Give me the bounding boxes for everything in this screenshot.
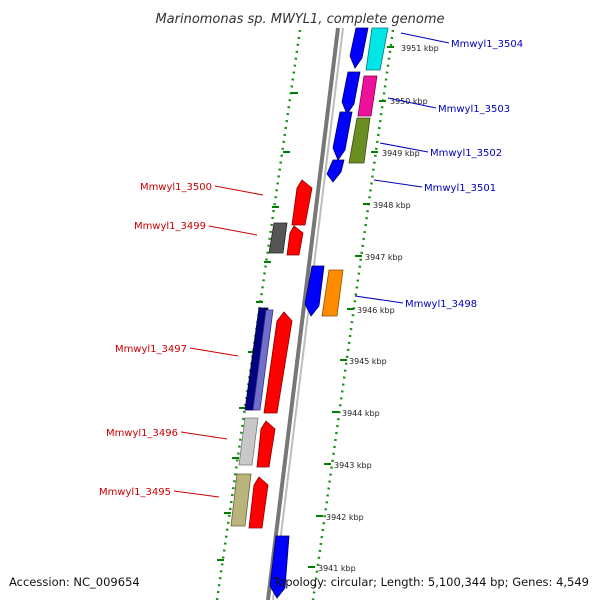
gene-block-light-gray[interactable] xyxy=(238,417,259,466)
right-tick-marks xyxy=(308,46,394,568)
gene-label-mmwyl1-3500[interactable]: Mmwyl1_3500 xyxy=(140,182,212,193)
leader-line xyxy=(189,347,239,357)
gene-arrow-reverse[interactable] xyxy=(349,27,369,69)
gene-arrow-reverse[interactable] xyxy=(341,71,361,115)
tick-label: 3943 kbp xyxy=(334,461,372,470)
left-gene-labels: Mmwyl1_3500 Mmwyl1_3499 Mmwyl1_3497 Mmwy… xyxy=(99,182,264,498)
gene-block-olive[interactable] xyxy=(348,117,371,164)
forward-strand-genes xyxy=(230,179,313,529)
tick-label: 3941 kbp xyxy=(318,564,356,573)
gene-label-mmwyl1-3495[interactable]: Mmwyl1_3495 xyxy=(99,487,171,498)
tick-label: 3949 kbp xyxy=(382,149,420,158)
tick-label: 3951 kbp xyxy=(401,44,439,53)
gene-block-cyan[interactable] xyxy=(365,27,389,71)
gene-label-mmwyl1-3503[interactable]: Mmwyl1_3503 xyxy=(438,104,510,115)
leader-line xyxy=(354,295,404,304)
topology-text: Topology: circular; Length: 5,100,344 bp… xyxy=(272,575,589,589)
tick-label: 3942 kbp xyxy=(326,513,364,522)
leader-line xyxy=(379,142,429,153)
gene-label-mmwyl1-3502[interactable]: Mmwyl1_3502 xyxy=(430,148,502,159)
gene-block-orange[interactable] xyxy=(321,269,344,317)
tick-label: 3948 kbp xyxy=(373,201,411,210)
accession-text: Accession: NC_009654 xyxy=(9,575,140,589)
right-scale-guide xyxy=(311,29,395,600)
gene-block-dark-gray[interactable] xyxy=(268,222,288,254)
backbone-line-inner xyxy=(272,27,344,600)
gene-label-mmwyl1-3501[interactable]: Mmwyl1_3501 xyxy=(424,183,496,194)
gene-block-slate[interactable] xyxy=(252,309,274,411)
tick-label: 3945 kbp xyxy=(349,357,387,366)
leader-line xyxy=(173,490,220,498)
gene-arrow-reverse[interactable] xyxy=(326,159,345,183)
leader-line xyxy=(400,32,450,44)
leader-line xyxy=(214,185,264,196)
backbone-line xyxy=(266,27,340,600)
gene-arrow-forward[interactable] xyxy=(291,179,313,226)
tick-label: 3944 kbp xyxy=(342,409,380,418)
gene-arrow-forward[interactable] xyxy=(286,225,304,256)
leader-line xyxy=(373,179,423,188)
tick-label: 3946 kbp xyxy=(357,306,395,315)
gene-arrow-forward[interactable] xyxy=(256,420,276,468)
map-title: Marinomonas sp. MWYL1, complete genome xyxy=(155,12,444,27)
reverse-strand-genes xyxy=(269,27,389,599)
gene-label-mmwyl1-3498[interactable]: Mmwyl1_3498 xyxy=(405,299,477,310)
leader-line xyxy=(208,225,258,236)
gene-arrow-reverse[interactable] xyxy=(332,111,353,161)
tick-label: 3947 kbp xyxy=(365,253,403,262)
gene-arrow-forward[interactable] xyxy=(248,476,269,529)
gene-block-khaki[interactable] xyxy=(230,473,252,527)
tick-label: 3950 kbp xyxy=(390,97,428,106)
gene-arrow-forward[interactable] xyxy=(263,311,293,414)
leader-line xyxy=(180,431,228,440)
gene-block-magenta[interactable] xyxy=(357,75,378,117)
leader-line xyxy=(387,97,437,109)
gene-label-mmwyl1-3496[interactable]: Mmwyl1_3496 xyxy=(106,428,178,439)
gene-label-mmwyl1-3497[interactable]: Mmwyl1_3497 xyxy=(115,344,187,355)
gene-label-mmwyl1-3504[interactable]: Mmwyl1_3504 xyxy=(451,39,523,50)
right-gene-labels: Mmwyl1_3504 Mmwyl1_3503 Mmwyl1_3502 Mmwy… xyxy=(354,32,523,310)
gene-arrow-reverse[interactable] xyxy=(269,535,290,599)
gene-label-mmwyl1-3499[interactable]: Mmwyl1_3499 xyxy=(134,221,206,232)
gene-arrow-reverse[interactable] xyxy=(304,265,325,317)
